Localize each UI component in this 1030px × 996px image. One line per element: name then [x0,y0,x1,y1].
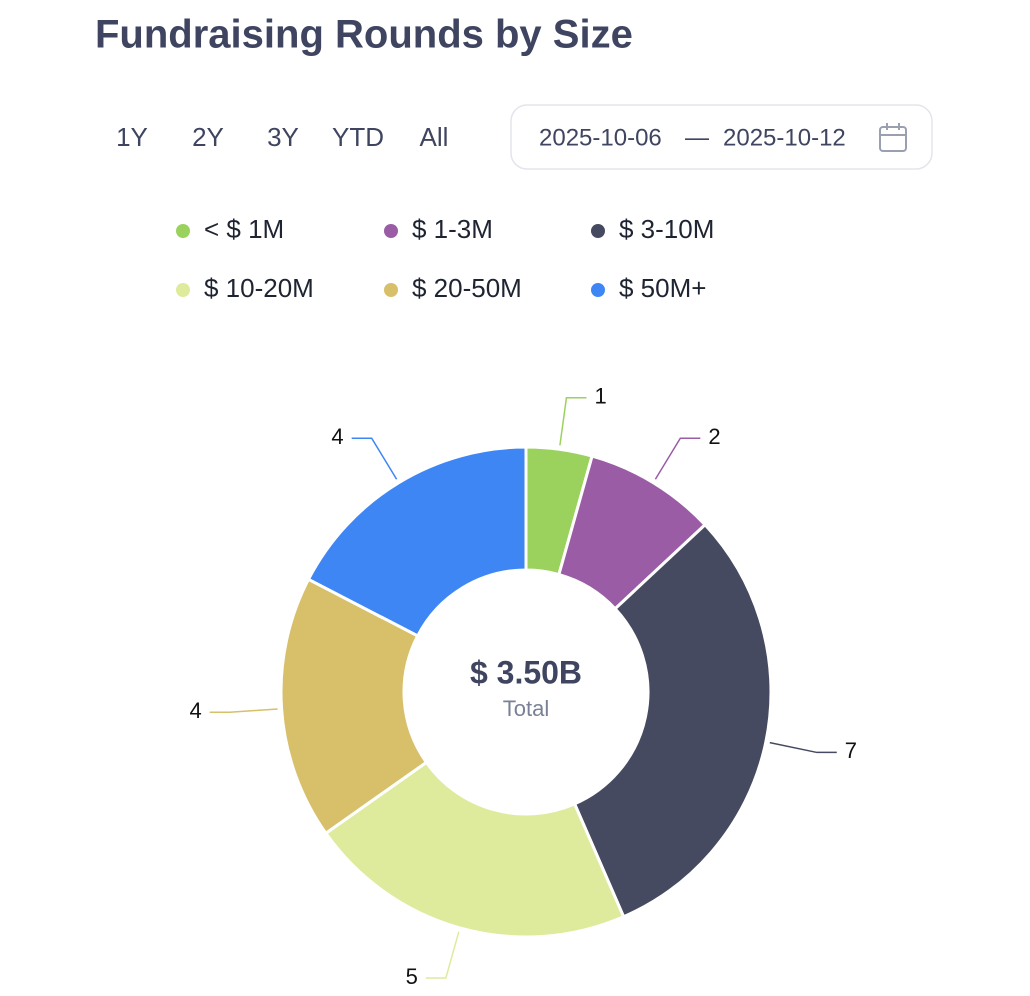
legend-label[interactable]: $ 50M+ [619,273,706,303]
legend-label[interactable]: < $ 1M [204,214,284,244]
legend-label[interactable]: $ 3-10M [619,214,714,244]
date-separator: — [685,124,709,151]
legend-marker[interactable] [384,224,398,238]
leader-line [351,437,398,480]
date-picker[interactable]: 2025-10-06 — 2025-10-12 [510,104,933,170]
value-label: 4 [331,424,343,449]
calendar-icon[interactable] [879,123,907,152]
legend-label[interactable]: $ 20-50M [412,273,522,303]
date-start: 2025-10-06 [539,124,662,151]
range-button[interactable]: 3Y [267,122,299,152]
leader-line [559,397,587,446]
value-label: 5 [406,964,418,989]
center-value: $ 3.50B [470,654,582,690]
legend-marker[interactable] [384,283,398,297]
range-button[interactable]: 2Y [192,122,224,152]
legend-marker[interactable] [591,283,605,297]
value-label: 4 [189,698,201,723]
legend-marker[interactable] [591,224,605,238]
page-title: Fundraising Rounds by Size [95,13,633,57]
range-button[interactable]: YTD [332,122,384,152]
range-button[interactable]: All [420,122,449,152]
donut-segment [324,760,626,939]
donut-segment [279,577,428,835]
legend-label[interactable]: $ 10-20M [204,273,314,303]
value-label: 7 [845,738,857,763]
legend-label[interactable]: $ 1-3M [412,214,493,244]
donut-segment [573,523,773,919]
date-end: 2025-10-12 [723,124,846,151]
value-label: 2 [708,424,720,449]
leader-line [654,437,701,480]
center-label: Total [503,696,549,721]
leader-line [425,931,460,979]
legend-marker[interactable] [176,224,190,238]
leader-line [769,741,837,754]
legend-marker[interactable] [176,283,190,297]
value-label: 1 [594,384,606,409]
donut-segment [306,445,528,638]
date-box[interactable] [510,104,933,170]
leader-line [209,708,278,714]
range-button[interactable]: 1Y [116,122,148,152]
